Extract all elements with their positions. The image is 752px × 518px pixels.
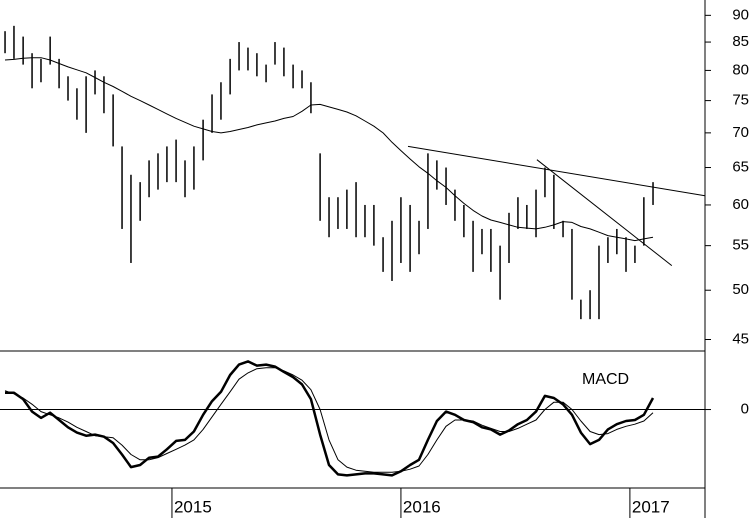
- trendline: [407, 145, 706, 197]
- y-tick-label: 65: [732, 158, 749, 175]
- macd-line: [5, 360, 655, 477]
- trendline: [536, 159, 673, 266]
- y-tick-label: 75: [732, 92, 749, 109]
- y-tick-label: 90: [732, 6, 749, 23]
- y-tick-label: 50: [732, 281, 749, 298]
- panel-title: MACD: [582, 371, 629, 388]
- x-tick-label: 2017: [632, 497, 670, 516]
- signal-line: [4, 367, 654, 473]
- x-tick-label: 2016: [403, 497, 441, 516]
- y-tick-label: 55: [732, 237, 749, 254]
- y-tick-label: 45: [732, 330, 749, 347]
- y-tick-label: 0: [741, 401, 749, 418]
- y-tick-label: 60: [732, 196, 749, 213]
- y-tick-label: 85: [732, 33, 749, 50]
- moving-average: [4, 57, 654, 242]
- y-tick-label: 70: [732, 124, 749, 141]
- y-tick-label: 80: [732, 61, 749, 78]
- x-tick-label: 2015: [174, 497, 212, 516]
